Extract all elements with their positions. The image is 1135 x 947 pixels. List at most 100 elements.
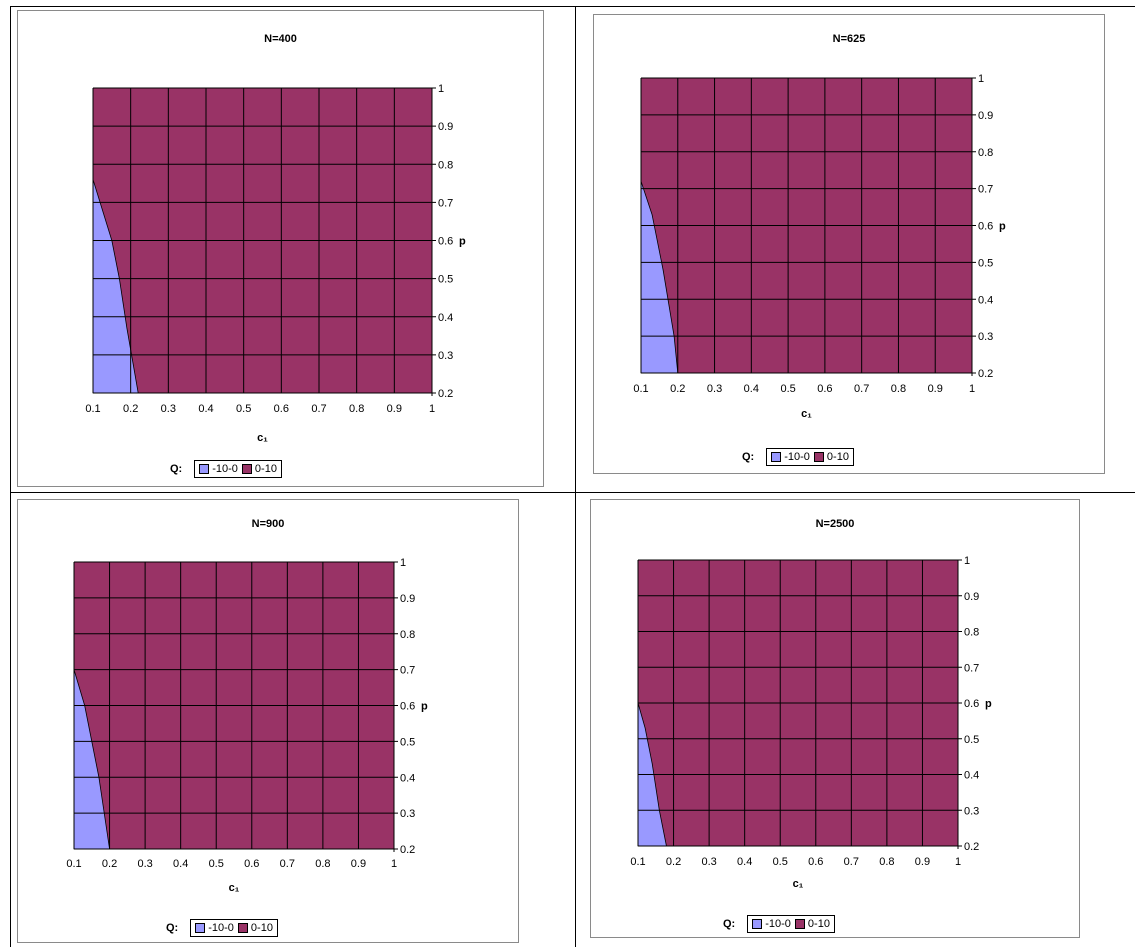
- x-tick-label: 0.8: [349, 403, 364, 415]
- y-tick-label: 0.3: [438, 350, 453, 362]
- legend-swatch: [237, 923, 248, 933]
- x-tick-label: 0.1: [85, 403, 100, 415]
- x-tick-label: 0.4: [198, 403, 213, 415]
- legend-item: -10-0: [771, 451, 810, 463]
- x-tick-label: 0.8: [891, 383, 906, 395]
- plot-area: 0.1 0.2 0.3 0.4 0.5 0.6 0.7 0.8 0.9 10.20.30.40.5…: [85, 83, 466, 444]
- legend-swatch: [771, 452, 782, 462]
- y-tick-label: 1: [400, 557, 406, 569]
- y-tick-label: 1: [964, 555, 970, 567]
- chart-panel-n625: N=625 0.1 0.2 0.3 0.4 0.5 0.6 0.7 0.8 0.9 1 0.2 0.3…: [593, 14, 1105, 474]
- legend-box: -10-0 0-10: [194, 460, 282, 478]
- x-tick-label: 0.9: [387, 403, 402, 415]
- legend-swatch: [199, 464, 210, 474]
- plot-area: 0.1 0.2 0.3 0.4 0.5 0.6 0.7 0.8 0.9 10.20.30.40.5…: [630, 555, 992, 890]
- x-tick-label: 0.4: [744, 383, 759, 395]
- x-tick-label: 0.3: [161, 403, 176, 415]
- chart-title: N=900: [251, 518, 285, 530]
- y-axis-label: p: [999, 221, 1006, 233]
- y-tick-label: 0.6: [400, 701, 415, 713]
- legend-item: -10-0: [195, 922, 234, 934]
- x-tick-label: 0.6: [244, 858, 259, 870]
- legend-title: Q:: [742, 451, 755, 463]
- y-tick-label: 0.5: [400, 736, 415, 748]
- x-tick-label: 0.1: [633, 383, 648, 395]
- legend-item: -10-0: [752, 918, 791, 930]
- legend-label: 0-10: [826, 451, 849, 463]
- x-tick-label: 0.5: [209, 858, 224, 870]
- legend-swatch: [241, 464, 252, 474]
- y-tick-label: 0.3: [400, 808, 415, 820]
- x-tick-label: 0.4: [737, 856, 752, 868]
- x-tick-label: 0.5: [773, 856, 788, 868]
- table-border-top: [10, 6, 1135, 7]
- legend-box: -10-0 0-10: [747, 915, 835, 933]
- y-tick-label: 0.2: [978, 368, 993, 380]
- chart-panel-n400: N=400 0.1 0.2 0.3 0.4 0.5 0.6 0.7 0.8 0.9 1 0.2 0.3…: [17, 10, 544, 487]
- plot-area: 0.1 0.2 0.3 0.4 0.5 0.6 0.7 0.8 0.9 10.20.30.40.5…: [66, 557, 428, 894]
- x-tick-label: 0.8: [315, 858, 330, 870]
- x-tick-label: 0.9: [915, 856, 930, 868]
- y-tick-label: 0.8: [400, 629, 415, 641]
- y-tick-label: 0.4: [400, 772, 415, 784]
- y-tick-label: 0.6: [964, 698, 979, 710]
- legend-swatch: [752, 919, 763, 929]
- y-tick-label: 0.6: [978, 221, 993, 233]
- x-tick-label: 0.2: [123, 403, 138, 415]
- legend-label: 0-10: [250, 922, 273, 934]
- y-axis-label: p: [459, 236, 466, 248]
- table-border-center: [575, 6, 576, 947]
- y-tick-label: 0.5: [978, 257, 993, 269]
- y-tick-label: 0.2: [438, 388, 453, 400]
- legend-label: 0-10: [807, 918, 830, 930]
- y-tick-label: 0.8: [438, 159, 453, 171]
- y-tick-label: 0.7: [400, 665, 415, 677]
- legend: Q: -10-0 0-10: [723, 915, 835, 933]
- legend-box: -10-0 0-10: [766, 448, 854, 466]
- x-tick-label: 0.7: [311, 403, 326, 415]
- x-tick-label: 0.6: [808, 856, 823, 868]
- y-tick-label: 1: [438, 83, 444, 95]
- x-tick-label: 0.4: [173, 858, 188, 870]
- y-tick-label: 0.4: [978, 294, 993, 306]
- x-tick-label: 0.3: [137, 858, 152, 870]
- legend-item: 0-10: [794, 918, 830, 930]
- y-tick-label: 0.9: [400, 593, 415, 605]
- y-tick-label: 0.8: [978, 147, 993, 159]
- x-axis-label: c₁: [229, 882, 240, 894]
- y-tick-label: 0.7: [964, 662, 979, 674]
- legend-swatch: [794, 919, 805, 929]
- x-tick-label: 1: [955, 856, 961, 868]
- x-tick-label: 0.7: [854, 383, 869, 395]
- x-tick-label: 0.2: [666, 856, 681, 868]
- plot-area: 0.1 0.2 0.3 0.4 0.5 0.6 0.7 0.8 0.9 10.20.30.40.5…: [633, 73, 1006, 420]
- x-tick-label: 0.6: [274, 403, 289, 415]
- y-tick-label: 0.2: [400, 844, 415, 856]
- chart-panel-n900: N=900 0.1 0.2 0.3 0.4 0.5 0.6 0.7 0.8 0.9 1 0.2 0.3…: [17, 499, 519, 943]
- legend: Q: -10-0 0-10: [166, 919, 278, 937]
- chart-title: N=2500: [815, 518, 855, 530]
- legend: Q: -10-0 0-10: [170, 460, 282, 478]
- x-tick-label: 0.1: [630, 856, 645, 868]
- x-tick-label: 0.5: [780, 383, 795, 395]
- legend-label: -10-0: [765, 918, 791, 930]
- x-tick-label: 1: [391, 858, 397, 870]
- x-tick-label: 0.7: [280, 858, 295, 870]
- legend-box: -10-0 0-10: [190, 919, 278, 937]
- y-tick-label: 0.7: [438, 197, 453, 209]
- legend-label: -10-0: [208, 922, 234, 934]
- x-tick-label: 1: [429, 403, 435, 415]
- x-tick-label: 0.2: [102, 858, 117, 870]
- y-tick-label: 1: [978, 73, 984, 85]
- legend-swatch: [195, 923, 206, 933]
- legend-label: -10-0: [784, 451, 810, 463]
- y-tick-label: 0.7: [978, 184, 993, 196]
- x-tick-label: 0.3: [701, 856, 716, 868]
- chart-title: N=625: [832, 33, 866, 45]
- x-tick-label: 0.9: [928, 383, 943, 395]
- legend: Q: -10-0 0-10: [742, 448, 854, 466]
- chart-panel-n2500: N=2500 0.1 0.2 0.3 0.4 0.5 0.6 0.7 0.8 0.9 1 0.2 0.…: [590, 499, 1080, 938]
- x-tick-label: 0.6: [817, 383, 832, 395]
- x-tick-label: 0.1: [66, 858, 81, 870]
- y-axis-label: p: [985, 698, 992, 710]
